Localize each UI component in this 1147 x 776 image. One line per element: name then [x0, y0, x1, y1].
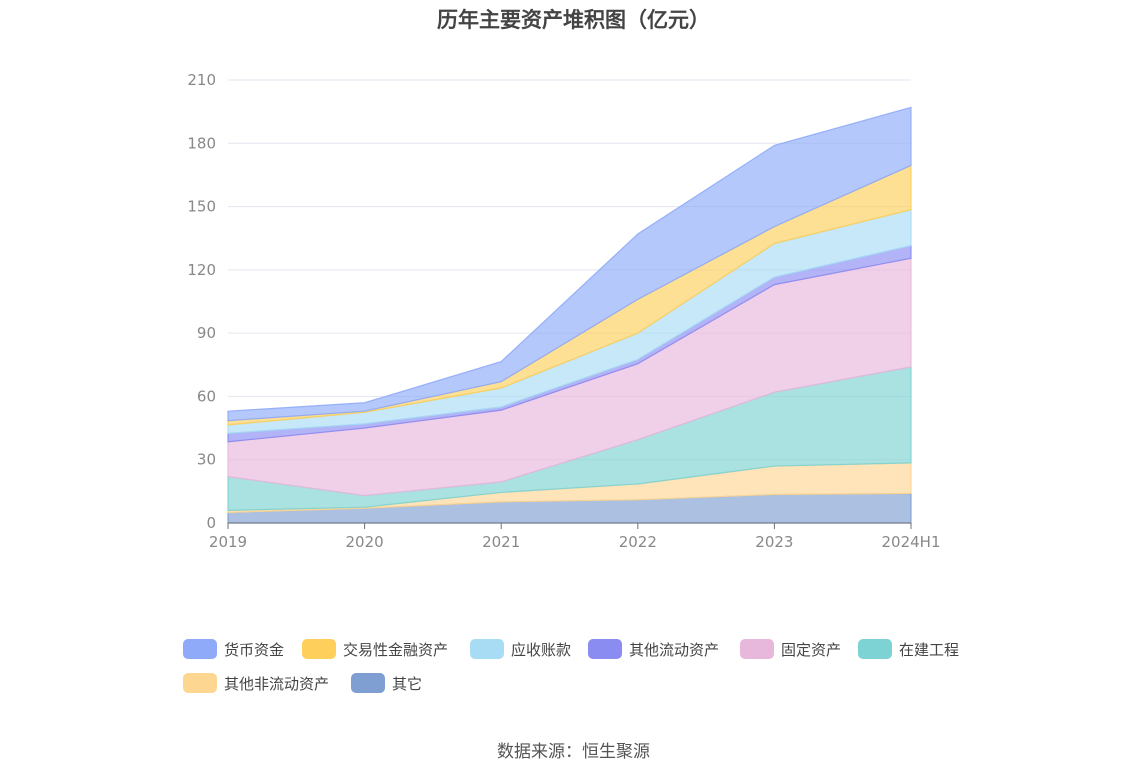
legend-label: 其它 — [392, 674, 423, 693]
legend-swatch — [858, 639, 892, 659]
x-tick-label: 2024H1 — [882, 533, 941, 551]
area-series-7 — [227, 106, 912, 422]
legend-label: 其他非流动资产 — [224, 674, 330, 693]
legend-item[interactable]: 货币资金 — [183, 638, 284, 660]
legend-swatch — [302, 639, 336, 659]
legend-swatch — [740, 639, 774, 659]
y-tick-label: 210 — [187, 71, 216, 89]
legend-swatch — [183, 673, 217, 693]
legend-item[interactable]: 其他流动资产 — [588, 638, 719, 660]
x-tick-label: 2020 — [346, 533, 384, 551]
x-tick-label: 2023 — [755, 533, 793, 551]
data-source: 数据来源：恒生聚源 — [497, 742, 650, 762]
legend-label: 在建工程 — [899, 640, 960, 659]
y-tick-label: 150 — [187, 198, 216, 216]
y-tick-label: 180 — [187, 134, 216, 152]
chart-title: 历年主要资产堆积图（亿元） — [437, 8, 710, 32]
legend-label: 交易性金融资产 — [343, 640, 449, 659]
legend-item[interactable]: 交易性金融资产 — [302, 638, 448, 660]
y-tick-label: 30 — [197, 451, 216, 469]
legend-swatch — [588, 639, 622, 659]
y-tick-label: 120 — [187, 261, 216, 279]
legend-swatch — [470, 639, 504, 659]
legend-swatch — [183, 639, 217, 659]
legend-item[interactable]: 应收账款 — [470, 638, 571, 660]
x-tick-label: 2019 — [209, 533, 247, 551]
y-tick-label: 60 — [197, 387, 216, 405]
legend-item[interactable]: 在建工程 — [858, 638, 959, 660]
x-tick-label: 2021 — [482, 533, 520, 551]
y-tick-label: 0 — [206, 514, 216, 532]
legend-swatch — [351, 673, 385, 693]
legend-label: 固定资产 — [781, 640, 842, 659]
legend-label: 应收账款 — [511, 640, 572, 659]
x-tick-label: 2022 — [619, 533, 657, 551]
legend-label: 货币资金 — [224, 640, 285, 659]
legend-item[interactable]: 其他非流动资产 — [183, 672, 329, 694]
legend-item[interactable]: 固定资产 — [740, 638, 841, 660]
y-tick-label: 90 — [197, 324, 216, 342]
legend-item[interactable]: 其它 — [351, 672, 422, 694]
legend-label: 其他流动资产 — [629, 640, 720, 659]
